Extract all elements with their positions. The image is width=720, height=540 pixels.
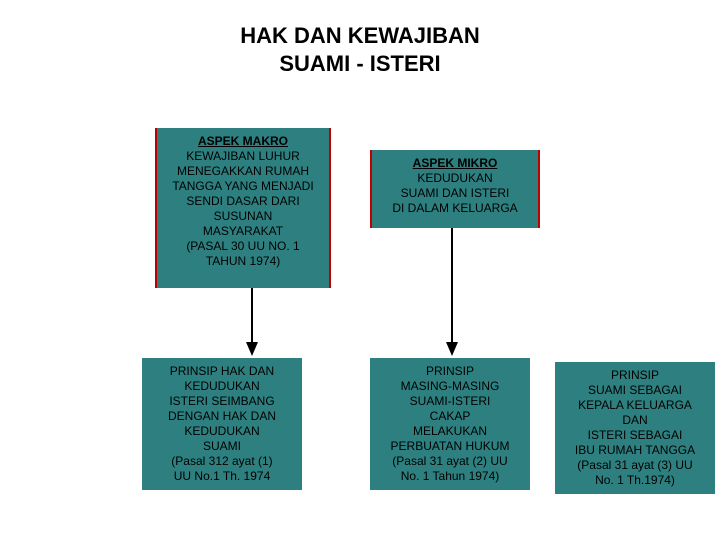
title-line2: SUAMI - ISTERI	[0, 50, 720, 78]
box-prinsip-seimbang: PRINSIP HAK DANKEDUDUKANISTERI SEIMBANGD…	[142, 358, 302, 490]
box-heading: ASPEK MAKRO	[161, 134, 325, 149]
box-aspek-makro: ASPEK MAKRO KEWAJIBAN LUHURMENEGAKKAN RU…	[155, 128, 331, 288]
box-body: PRINSIPSUAMI SEBAGAIKEPALA KELUARGADANIS…	[559, 368, 711, 488]
box-heading: ASPEK MIKRO	[376, 156, 534, 171]
box-prinsip-cakap: PRINSIPMASING-MASINGSUAMI-ISTERICAKAPMEL…	[370, 358, 530, 490]
box-aspek-mikro: ASPEK MIKRO KEDUDUKANSUAMI DAN ISTERIDI …	[370, 150, 540, 228]
box-body: PRINSIP HAK DANKEDUDUKANISTERI SEIMBANGD…	[146, 364, 298, 484]
page-title: HAK DAN KEWAJIBAN SUAMI - ISTERI	[0, 22, 720, 77]
box-body: KEDUDUKANSUAMI DAN ISTERIDI DALAM KELUAR…	[376, 171, 534, 216]
title-line1: HAK DAN KEWAJIBAN	[0, 22, 720, 50]
box-body: KEWAJIBAN LUHURMENEGAKKAN RUMAHTANGGA YA…	[161, 149, 325, 269]
box-prinsip-kepala-keluarga: PRINSIPSUAMI SEBAGAIKEPALA KELUARGADANIS…	[555, 362, 715, 494]
box-body: PRINSIPMASING-MASINGSUAMI-ISTERICAKAPMEL…	[374, 364, 526, 484]
